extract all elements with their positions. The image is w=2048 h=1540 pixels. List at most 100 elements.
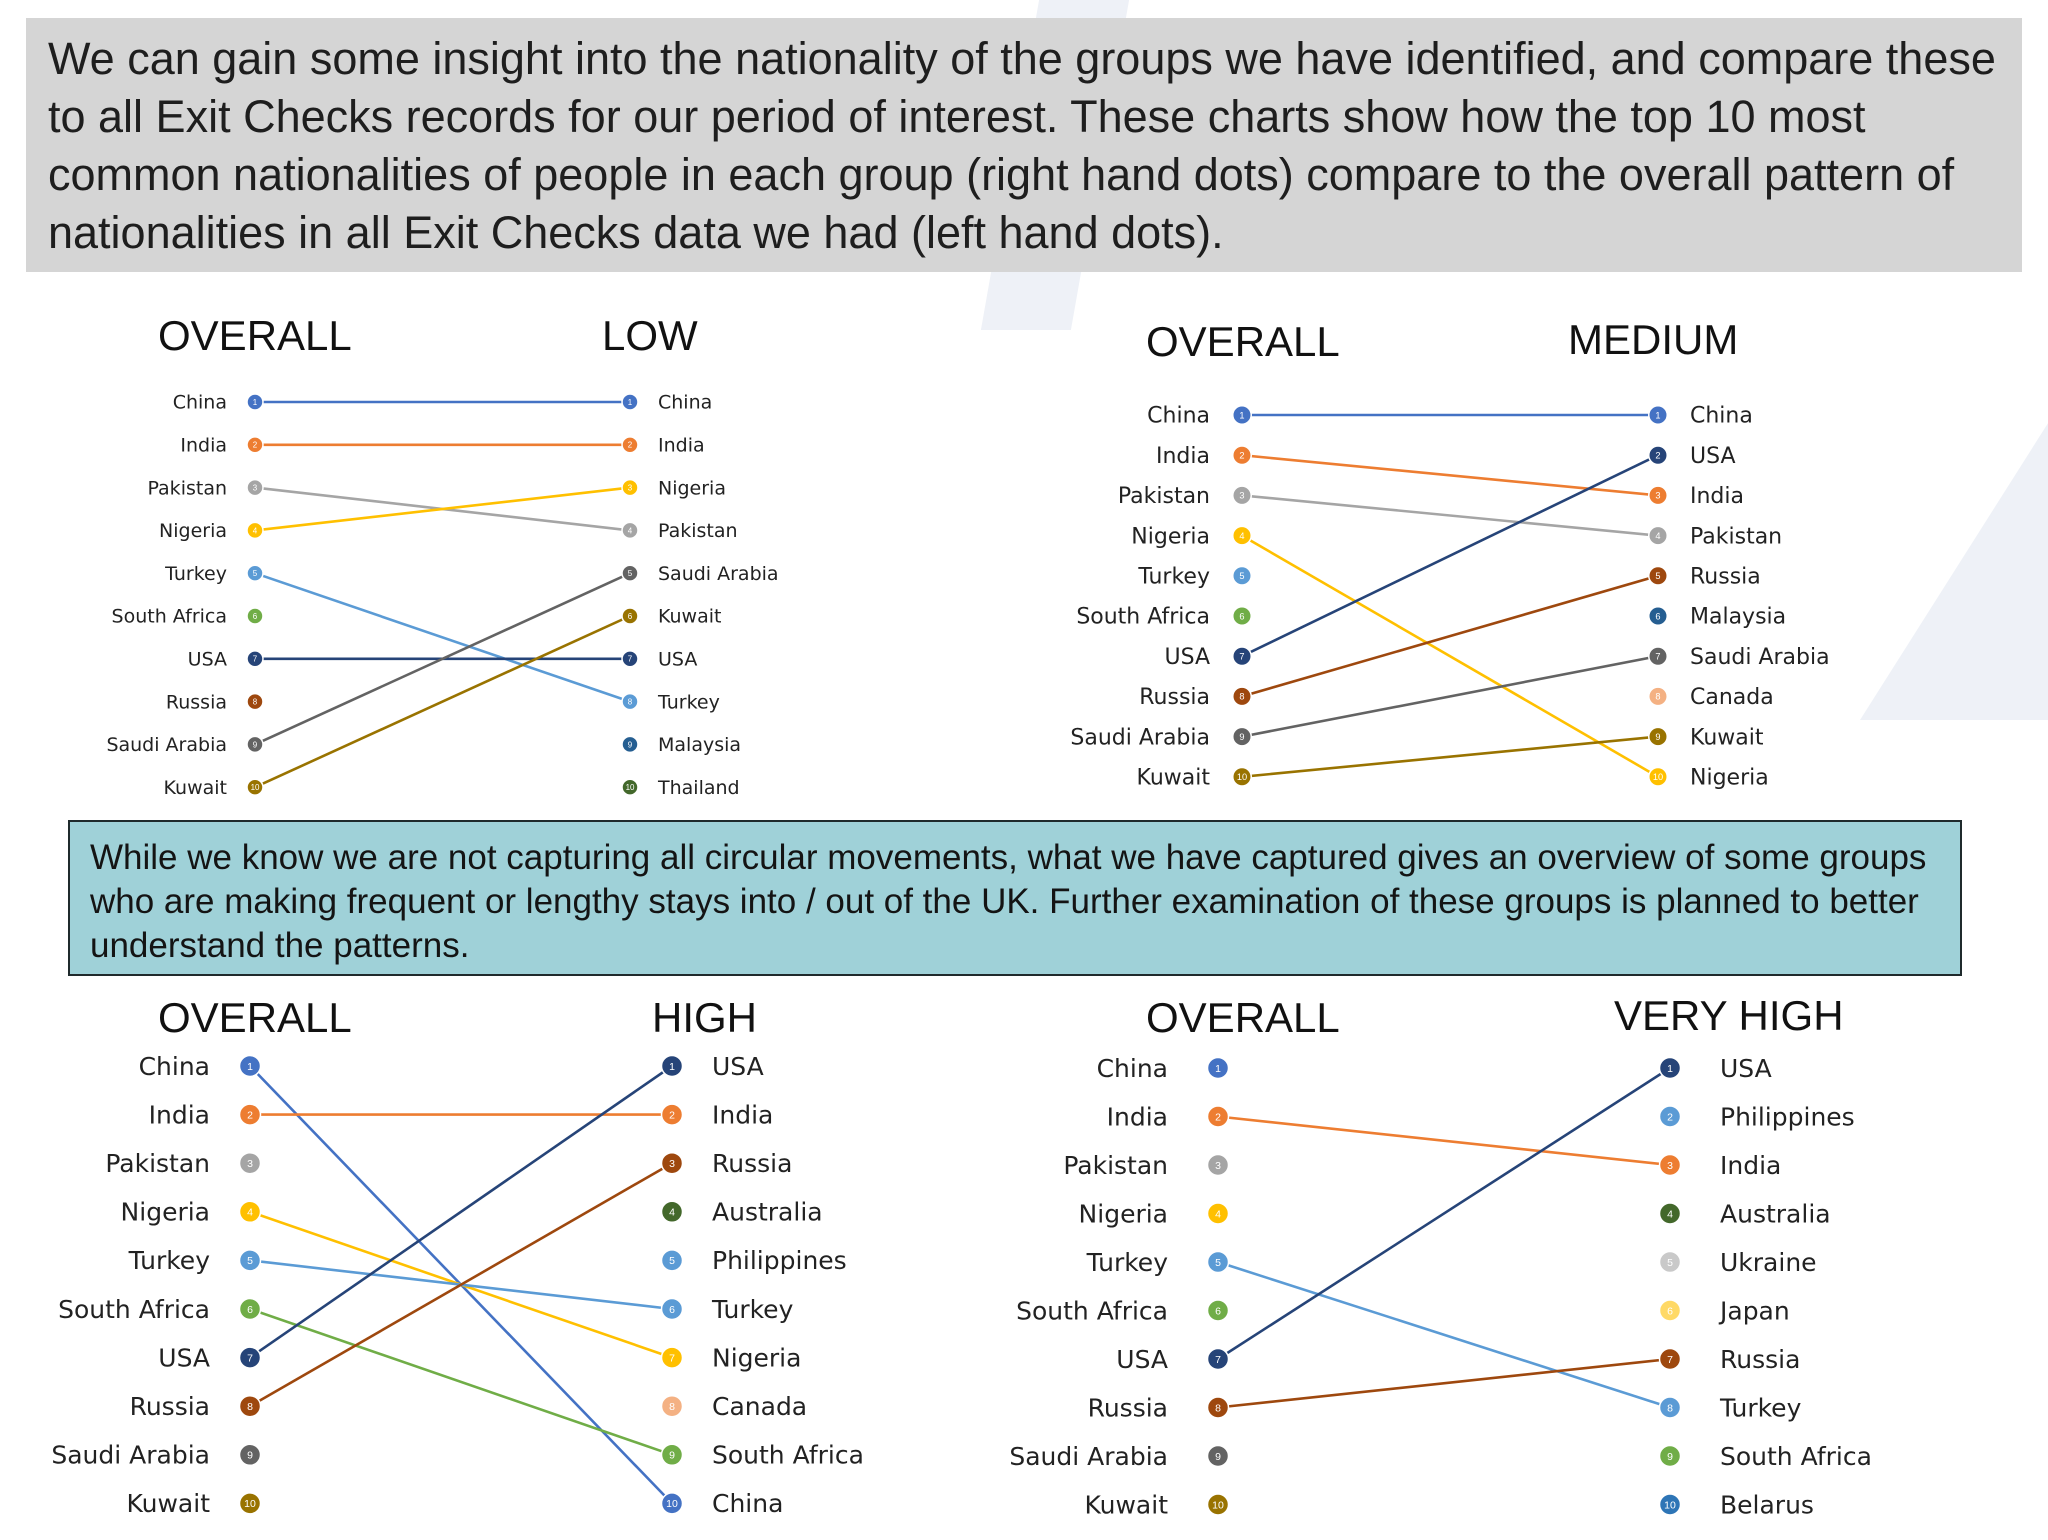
rank-number: 9 — [628, 740, 633, 749]
rank-number: 7 — [253, 655, 258, 664]
left-label-india: India — [1156, 444, 1210, 469]
rank-number: 5 — [1239, 571, 1244, 581]
connector-south-africa — [249, 1307, 673, 1457]
right-label-kuwait: Kuwait — [1690, 725, 1764, 750]
right-label-turkey: Turkey — [1719, 1393, 1802, 1422]
right-label-kuwait: Kuwait — [658, 606, 721, 628]
rank-number: 9 — [1667, 1451, 1673, 1463]
rank-number: 3 — [1655, 491, 1660, 501]
right-dot-russia — [1648, 565, 1668, 586]
right-dot-turkey — [1658, 1396, 1682, 1419]
rank-number: 8 — [1655, 692, 1660, 702]
left-dot-turkey — [1206, 1250, 1230, 1274]
chart-very-high: 1 China 2 India 3 Pakistan 4 Nigeria 5 Turkey 6 Sou… — [1000, 980, 2000, 1519]
left-dot-pakistan — [1232, 485, 1252, 506]
rank-number: 6 — [1215, 1305, 1221, 1317]
right-label-south-africa: South Africa — [1720, 1442, 1872, 1471]
left-label-usa: USA — [188, 648, 227, 670]
rank-number: 6 — [247, 1304, 253, 1316]
rank-number: 9 — [253, 740, 258, 749]
rank-number: 5 — [669, 1255, 675, 1267]
right-dot-ukraine — [1658, 1250, 1682, 1274]
left-dot-south-africa — [246, 607, 264, 625]
rank-number: 3 — [247, 1158, 253, 1170]
right-label-thailand: Thailand — [657, 777, 740, 799]
right-dot-thailand — [621, 778, 639, 796]
left-label-india: India — [180, 434, 227, 456]
left-label-pakistan: Pakistan — [1118, 484, 1210, 509]
rank-number: 1 — [1239, 410, 1244, 420]
connector-russia — [249, 1162, 673, 1408]
left-dot-usa — [246, 650, 264, 668]
rank-number: 2 — [669, 1109, 675, 1121]
right-dot-kuwait — [621, 607, 639, 625]
right-dot-malaysia — [1648, 606, 1668, 626]
rank-number: 7 — [1215, 1354, 1221, 1366]
right-label-saudi-arabia: Saudi Arabia — [658, 563, 779, 585]
right-dot-philippines — [1658, 1105, 1682, 1128]
rank-number: 4 — [628, 526, 633, 535]
rank-number: 9 — [1655, 732, 1660, 742]
rank-number: 3 — [253, 483, 258, 492]
left-label-kuwait: Kuwait — [1084, 1490, 1168, 1519]
rank-number: 9 — [669, 1450, 675, 1462]
rank-number: 4 — [1239, 531, 1244, 541]
right-dot-russia — [660, 1151, 684, 1175]
right-dot-saudi-arabia — [621, 564, 639, 582]
left-label-turkey: Turkey — [164, 563, 227, 585]
right-label-nigeria: Nigeria — [658, 477, 726, 499]
left-dot-usa — [238, 1346, 262, 1369]
left-dot-saudi-arabia — [1232, 726, 1252, 747]
right-dot-south-africa — [1658, 1444, 1682, 1468]
left-dot-pakistan — [1206, 1153, 1230, 1177]
left-dot-usa — [1206, 1347, 1230, 1371]
left-title: OVERALL — [1146, 318, 1340, 365]
left-title: OVERALL — [158, 994, 352, 1041]
connector-kuwait — [1241, 735, 1659, 779]
left-dot-south-africa — [1206, 1299, 1230, 1322]
right-dot-turkey — [660, 1297, 684, 1321]
left-dot-russia — [238, 1394, 262, 1418]
left-dot-turkey — [238, 1249, 262, 1272]
right-label-usa: USA — [1690, 444, 1736, 469]
connector-usa — [249, 1064, 673, 1359]
left-dot-nigeria — [1206, 1202, 1230, 1225]
left-label-kuwait: Kuwait — [126, 1489, 210, 1518]
right-label-pakistan: Pakistan — [658, 520, 738, 542]
left-label-south-africa: South Africa — [58, 1295, 210, 1324]
right-label-malaysia: Malaysia — [658, 734, 741, 756]
left-label-china: China — [1097, 1054, 1168, 1083]
intro-banner: We can gain some insight into the nation… — [26, 18, 2022, 272]
rank-number: 9 — [1215, 1451, 1221, 1463]
rank-number: 10 — [1212, 1499, 1224, 1511]
left-label-india: India — [149, 1100, 210, 1129]
right-title: HIGH — [652, 994, 757, 1041]
rank-number: 7 — [669, 1352, 675, 1364]
left-label-russia: Russia — [1088, 1393, 1168, 1422]
right-label-saudi-arabia: Saudi Arabia — [1690, 645, 1830, 670]
right-label-usa: USA — [712, 1052, 764, 1081]
slope-chart-svg: 1 China 2 India 3 Pakistan 4 Nigeria 5 Turkey 6 Sou… — [51, 1052, 864, 1518]
right-dot-canada — [660, 1394, 684, 1418]
left-label-saudi-arabia: Saudi Arabia — [1070, 725, 1210, 750]
connector-pakistan — [1241, 494, 1659, 537]
rank-number: 7 — [1655, 652, 1660, 662]
left-dot-turkey — [1232, 565, 1252, 586]
left-label-nigeria: Nigeria — [1079, 1199, 1168, 1228]
right-label-usa: USA — [658, 648, 697, 670]
rank-number: 4 — [669, 1207, 675, 1219]
rank-number: 7 — [1239, 652, 1244, 662]
left-dot-china — [1206, 1056, 1230, 1080]
left-dot-south-africa — [238, 1297, 262, 1321]
right-dot-nigeria — [621, 478, 639, 497]
left-dot-south-africa — [1232, 606, 1252, 626]
rank-number: 5 — [253, 569, 258, 578]
rank-number: 3 — [1667, 1160, 1673, 1172]
rank-number: 2 — [1239, 451, 1244, 461]
rank-number: 5 — [1215, 1257, 1221, 1269]
left-label-saudi-arabia: Saudi Arabia — [1009, 1442, 1168, 1471]
connector-nigeria — [1241, 534, 1659, 778]
right-label-usa: USA — [1720, 1054, 1772, 1083]
left-dot-russia — [1232, 686, 1252, 707]
right-dot-india — [1658, 1153, 1682, 1177]
